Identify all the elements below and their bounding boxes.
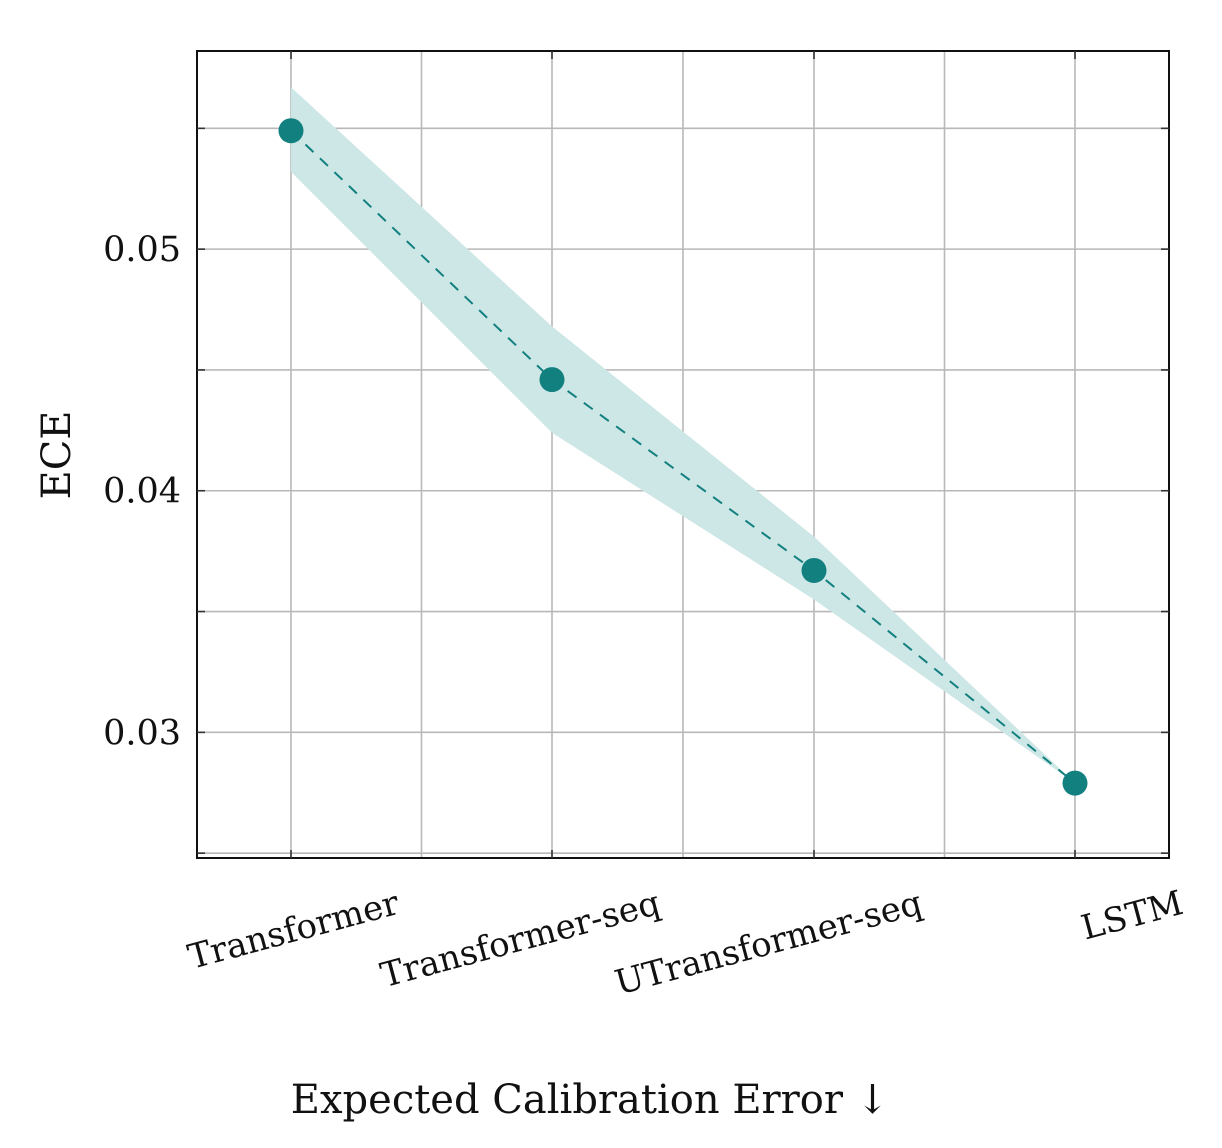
confidence-band <box>291 87 1075 784</box>
y-axis-title: ECE <box>34 410 80 499</box>
confidence-band-layer <box>291 87 1075 784</box>
y-tick-label: 0.04 <box>103 472 181 512</box>
grid <box>197 51 1169 858</box>
data-point <box>1062 770 1088 796</box>
y-tick-label: 0.05 <box>103 230 181 270</box>
data-point <box>539 367 565 393</box>
x-axis-title: Expected Calibration Error ↓ <box>291 1077 889 1123</box>
x-category-label: Transformer <box>184 883 404 978</box>
y-tick-label: 0.03 <box>103 713 181 753</box>
data-point <box>278 118 304 144</box>
y-axis-ticks: 0.03 0.04 0.05 <box>103 127 1169 854</box>
data-points <box>278 118 1088 796</box>
series-line-layer <box>290 129 1076 784</box>
x-category-label: LSTM <box>1077 883 1187 948</box>
data-point <box>801 557 827 583</box>
series-line <box>290 129 1076 784</box>
plot-frame <box>196 50 1170 859</box>
